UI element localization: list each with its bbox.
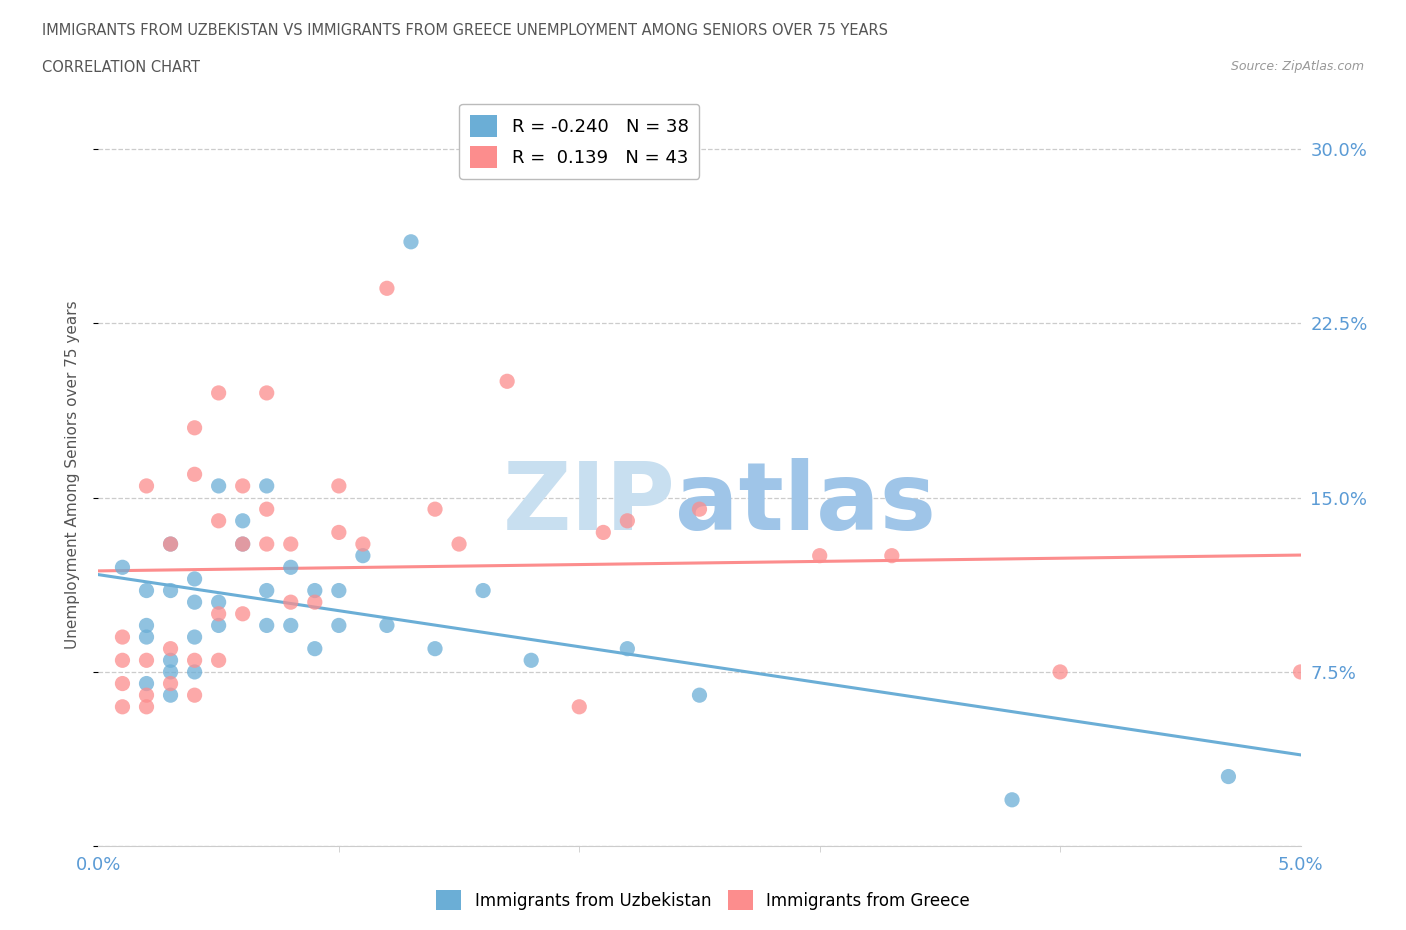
Point [616,513,638,528]
Point [159,642,181,657]
Point [183,571,205,587]
Point [423,502,446,517]
Point [328,479,350,494]
Point [111,630,134,644]
Point [880,549,903,564]
Point [256,618,278,633]
Point [135,618,157,633]
Point [159,688,181,703]
Point [111,560,134,575]
Point [1289,665,1312,680]
Point [135,688,157,703]
Point [399,234,422,249]
Point [183,630,205,644]
Point [159,537,181,551]
Point [135,583,157,598]
Point [159,583,181,598]
Point [208,595,231,610]
Point [328,618,350,633]
Text: ZIP: ZIP [502,458,675,550]
Point [232,479,254,494]
Point [208,479,231,494]
Point [111,676,134,691]
Point [159,676,181,691]
Point [183,595,205,610]
Point [304,583,326,598]
Point [280,618,302,633]
Point [280,560,302,575]
Point [375,618,398,633]
Text: IMMIGRANTS FROM UZBEKISTAN VS IMMIGRANTS FROM GREECE UNEMPLOYMENT AMONG SENIORS : IMMIGRANTS FROM UZBEKISTAN VS IMMIGRANTS… [42,23,889,38]
Point [592,525,614,540]
Point [111,653,134,668]
Point [208,513,231,528]
Point [568,699,591,714]
Point [135,699,157,714]
Point [256,386,278,401]
Point [256,502,278,517]
Point [256,583,278,598]
Point [159,653,181,668]
Point [232,537,254,551]
Point [1001,792,1024,807]
Point [304,595,326,610]
Point [135,630,157,644]
Point [111,699,134,714]
Point [135,676,157,691]
Point [352,549,374,564]
Point [352,537,374,551]
Point [256,537,278,551]
Point [689,502,711,517]
Point [304,642,326,657]
Point [423,642,446,657]
Point [183,653,205,668]
Text: CORRELATION CHART: CORRELATION CHART [42,60,200,75]
Point [183,665,205,680]
Point [328,525,350,540]
Text: Source: ZipAtlas.com: Source: ZipAtlas.com [1230,60,1364,73]
Y-axis label: Unemployment Among Seniors over 75 years: Unemployment Among Seniors over 75 years [65,300,80,648]
Point [183,467,205,482]
Point [256,479,278,494]
Point [159,537,181,551]
Point [375,281,398,296]
Point [616,642,638,657]
Point [208,606,231,621]
Text: atlas: atlas [675,458,936,550]
Point [808,549,831,564]
Point [208,618,231,633]
Point [472,583,495,598]
Point [183,688,205,703]
Point [135,479,157,494]
Legend: R = -0.240   N = 38, R =  0.139   N = 43: R = -0.240 N = 38, R = 0.139 N = 43 [460,104,699,179]
Point [183,420,205,435]
Point [496,374,519,389]
Point [280,595,302,610]
Point [689,688,711,703]
Point [328,583,350,598]
Point [232,537,254,551]
Point [1218,769,1240,784]
Point [447,537,470,551]
Legend: Immigrants from Uzbekistan, Immigrants from Greece: Immigrants from Uzbekistan, Immigrants f… [430,884,976,917]
Point [1049,665,1071,680]
Point [208,386,231,401]
Point [135,653,157,668]
Point [232,606,254,621]
Point [159,665,181,680]
Point [280,537,302,551]
Point [520,653,543,668]
Point [232,513,254,528]
Point [208,653,231,668]
